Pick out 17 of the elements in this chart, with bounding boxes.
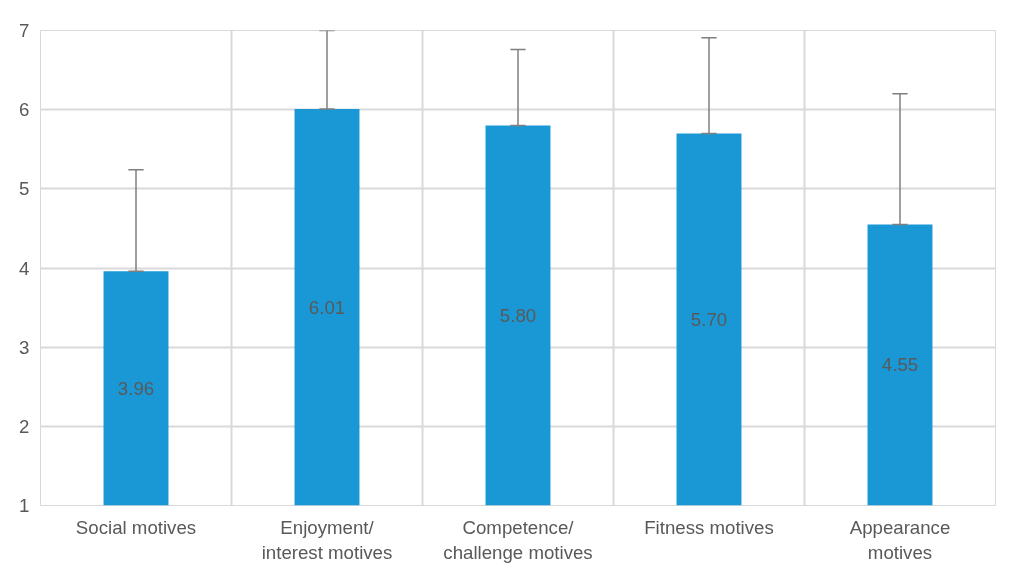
y-tick-label: 2: [19, 415, 30, 437]
x-tick-label: Appearance motives: [849, 516, 951, 563]
data-label: 5.80: [499, 305, 537, 326]
x-tick-label: Competence/ challenge motives: [443, 516, 593, 563]
data-label: 3.96: [117, 377, 155, 399]
data-label: 6.01: [308, 296, 346, 318]
y-tick-label: 1: [19, 495, 30, 516]
x-tick-label: Fitness motives: [644, 516, 774, 538]
y-tick-label: 4: [19, 257, 30, 279]
y-tick-label: 7: [19, 20, 30, 41]
y-tick-label: 3: [19, 336, 30, 358]
x-tick-label: Social motives: [75, 516, 197, 538]
data-label: 4.55: [881, 354, 919, 376]
y-tick-label: 5: [19, 178, 30, 200]
y-tick-label: 6: [19, 99, 30, 121]
data-label: 5.70: [690, 308, 728, 330]
x-tick-label: Enjoyment/ interest motives: [261, 516, 393, 563]
